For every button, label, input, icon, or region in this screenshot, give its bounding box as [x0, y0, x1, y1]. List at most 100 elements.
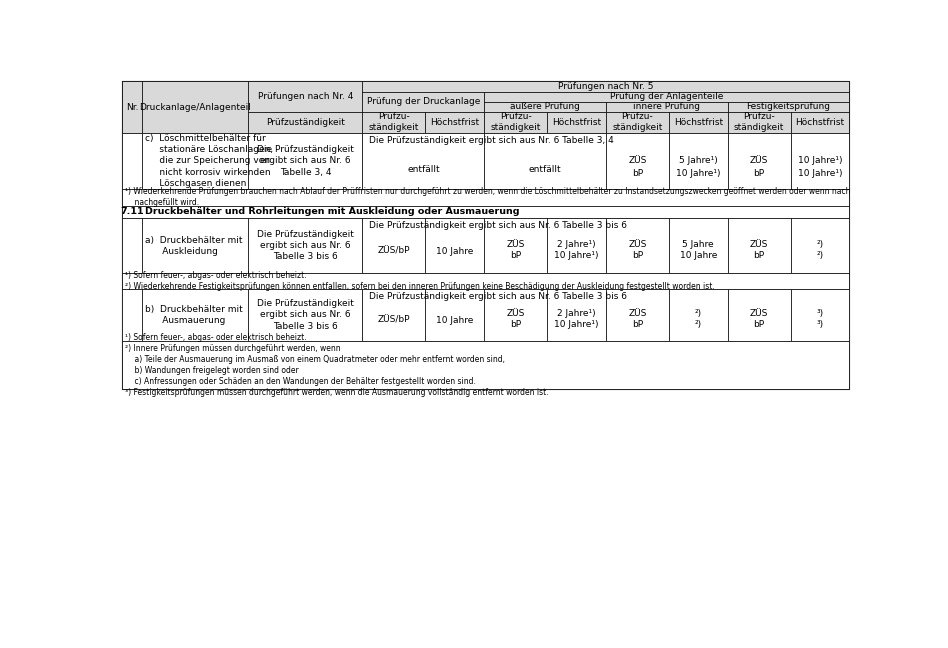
Bar: [122, 218, 849, 273]
Bar: [122, 189, 849, 205]
Bar: [122, 289, 849, 341]
Text: 10 Jahre¹): 10 Jahre¹): [555, 251, 599, 260]
Bar: [122, 205, 849, 218]
Bar: [791, 289, 849, 341]
Text: Die Prüfzuständigkeit
ergibt sich aus Nr. 6
Tabelle 3 bis 6: Die Prüfzuständigkeit ergibt sich aus Nr…: [257, 299, 354, 330]
Bar: [362, 289, 426, 341]
Text: äußere Prüfung: äußere Prüfung: [510, 102, 580, 111]
Bar: [484, 133, 606, 189]
Text: ²): ²): [695, 320, 702, 329]
Text: 10 Jahre¹): 10 Jahre¹): [676, 168, 720, 178]
Text: ¹) Wiederkehrende Prüfungen brauchen nach Ablauf der Prüffristen nur durchgeführ: ¹) Wiederkehrende Prüfungen brauchen nac…: [125, 187, 938, 207]
Bar: [248, 81, 362, 111]
Text: Prüfung der Druckanlage: Prüfung der Druckanlage: [367, 97, 480, 106]
Bar: [728, 102, 849, 111]
Bar: [362, 81, 849, 91]
Text: 10 Jahre¹): 10 Jahre¹): [555, 320, 599, 329]
Text: ZÜS/bP: ZÜS/bP: [377, 247, 410, 256]
Bar: [547, 218, 606, 273]
Text: ZÜS: ZÜS: [506, 240, 525, 249]
Bar: [728, 111, 791, 133]
Bar: [362, 218, 849, 273]
Text: ²): ²): [816, 251, 824, 260]
Bar: [248, 133, 362, 189]
Text: Die Prüfzuständigkeit ergibt sich aus Nr. 6 Tabelle 3 bis 6: Die Prüfzuständigkeit ergibt sich aus Nr…: [369, 221, 627, 230]
Text: Höchstfrist: Höchstfrist: [674, 118, 722, 127]
Bar: [426, 289, 484, 341]
Text: innere Prüfung: innere Prüfung: [633, 102, 701, 111]
Text: ²): ²): [695, 309, 702, 318]
Text: entfällt: entfällt: [529, 165, 561, 174]
Text: ZÜS: ZÜS: [629, 309, 647, 318]
Bar: [142, 133, 248, 189]
Bar: [791, 111, 849, 133]
Text: Nr.: Nr.: [126, 102, 138, 111]
Bar: [362, 111, 426, 133]
Bar: [484, 111, 547, 133]
Text: bP: bP: [510, 251, 521, 260]
Bar: [606, 289, 669, 341]
Text: Höchstfrist: Höchstfrist: [795, 118, 845, 127]
Text: 2 Jahre¹): 2 Jahre¹): [557, 309, 596, 318]
Text: 10 Jahre: 10 Jahre: [436, 316, 473, 325]
Text: Die Prüfzuständigkeit ergibt sich aus Nr. 6 Tabelle 3 bis 6: Die Prüfzuständigkeit ergibt sich aus Nr…: [369, 292, 627, 301]
Bar: [362, 289, 849, 341]
Text: Höchstfrist: Höchstfrist: [430, 118, 480, 127]
Text: bP: bP: [631, 168, 643, 178]
Text: ³): ³): [816, 309, 824, 318]
Bar: [669, 111, 728, 133]
Bar: [669, 218, 728, 273]
Text: Prüfzuständigkeit: Prüfzuständigkeit: [266, 118, 345, 127]
Bar: [728, 133, 791, 189]
Bar: [122, 341, 849, 389]
Bar: [669, 133, 728, 189]
Bar: [362, 133, 484, 189]
Bar: [362, 91, 484, 111]
Text: b)  Druckbehälter mit
      Ausmauerung: b) Druckbehälter mit Ausmauerung: [145, 305, 243, 325]
Bar: [122, 289, 142, 341]
Text: Die Prüfzuständigkeit
ergibt sich aus Nr. 6
Tabelle 3, 4: Die Prüfzuständigkeit ergibt sich aus Nr…: [257, 145, 354, 176]
Text: bP: bP: [754, 168, 765, 178]
Bar: [426, 218, 484, 273]
Text: 10 Jahre: 10 Jahre: [436, 247, 473, 256]
Text: Druckbehälter und Rohrleitungen mit Auskleidung oder Ausmauerung: Druckbehälter und Rohrleitungen mit Ausk…: [145, 207, 520, 216]
Text: Prüfungen nach Nr. 4: Prüfungen nach Nr. 4: [258, 92, 353, 100]
Text: Die Prüfzuständigkeit
ergibt sich aus Nr. 6
Tabelle 3 bis 6: Die Prüfzuständigkeit ergibt sich aus Nr…: [257, 230, 354, 261]
Bar: [248, 111, 362, 133]
Bar: [142, 81, 248, 133]
Text: bP: bP: [754, 320, 765, 329]
Text: Prüfungen nach Nr. 5: Prüfungen nach Nr. 5: [558, 82, 654, 91]
Bar: [484, 91, 849, 102]
Text: Die Prüfzuständigkeit ergibt sich aus Nr. 6 Tabelle 3, 4: Die Prüfzuständigkeit ergibt sich aus Nr…: [369, 136, 613, 145]
Text: Prüfung der Anlagenteile: Prüfung der Anlagenteile: [611, 92, 723, 101]
Text: ZÜS: ZÜS: [750, 309, 768, 318]
Text: c)  Löschmittelbehälter für
     stationäre Löschanlagen,
     die zur Speicheru: c) Löschmittelbehälter für stationäre Lö…: [145, 134, 273, 188]
Text: Prüfzu-
ständigkeit: Prüfzu- ständigkeit: [369, 112, 419, 132]
Text: 7.11: 7.11: [120, 207, 144, 216]
Text: ZÜS: ZÜS: [629, 156, 647, 165]
Bar: [484, 102, 606, 111]
Text: ²): ²): [816, 240, 824, 249]
Text: ZÜS: ZÜS: [750, 156, 768, 165]
Text: 10 Jahre: 10 Jahre: [680, 251, 717, 260]
Bar: [362, 133, 849, 189]
Bar: [122, 81, 849, 389]
Text: 5 Jahre: 5 Jahre: [683, 240, 714, 249]
Bar: [122, 133, 142, 189]
Text: ¹) Sofern feuer-, abgas- oder elektrisch beheizt.
²) Wiederkehrende Festigkeitsp: ¹) Sofern feuer-, abgas- oder elektrisch…: [125, 271, 715, 291]
Bar: [669, 289, 728, 341]
Bar: [248, 218, 362, 273]
Bar: [484, 218, 547, 273]
Text: ¹) Sofern feuer-, abgas- oder elektrisch beheizt.
²) Innere Prüfungen müssen dur: ¹) Sofern feuer-, abgas- oder elektrisch…: [125, 332, 549, 397]
Bar: [728, 218, 791, 273]
Text: entfällt: entfällt: [407, 165, 440, 174]
Bar: [606, 102, 728, 111]
Text: Höchstfrist: Höchstfrist: [552, 118, 601, 127]
Bar: [728, 289, 791, 341]
Bar: [248, 289, 362, 341]
Text: bP: bP: [631, 320, 643, 329]
Text: Prüfzu-
ständigkeit: Prüfzu- ständigkeit: [612, 112, 663, 132]
Text: 10 Jahre¹): 10 Jahre¹): [797, 156, 842, 165]
Bar: [426, 111, 484, 133]
Bar: [122, 273, 849, 289]
